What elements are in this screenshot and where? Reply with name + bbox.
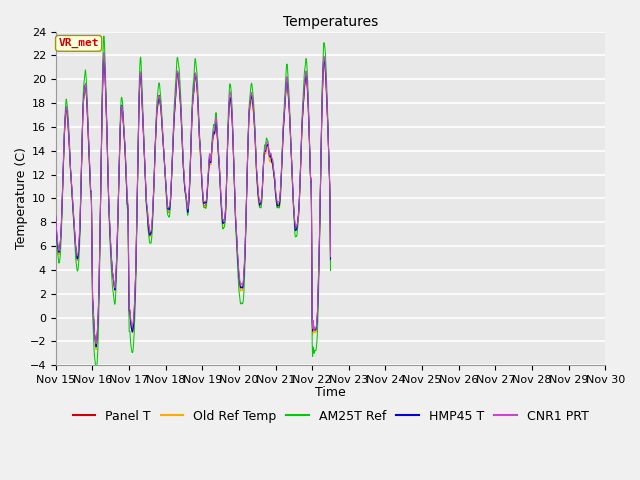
HMP45 T: [260, 149, 268, 155]
Line: HMP45 T: HMP45 T: [56, 59, 330, 347]
CNR1 PRT: [52, 212, 60, 218]
AM25T Ref: [326, 268, 334, 274]
AM25T Ref: [112, 288, 120, 294]
HMP45 T: [52, 213, 60, 219]
HMP45 T: [291, 226, 299, 231]
Panel T: [124, 202, 131, 207]
HMP45 T: [92, 344, 100, 349]
CNR1 PRT: [172, 95, 179, 100]
AM25T Ref: [324, 146, 332, 152]
Old Ref Temp: [324, 152, 332, 157]
Panel T: [324, 148, 332, 154]
HMP45 T: [100, 56, 108, 61]
AM25T Ref: [100, 33, 108, 39]
Line: AM25T Ref: AM25T Ref: [56, 36, 330, 372]
Panel T: [112, 275, 120, 280]
Line: Old Ref Temp: Old Ref Temp: [56, 56, 330, 349]
X-axis label: Time: Time: [315, 386, 346, 399]
Panel T: [291, 224, 299, 229]
Legend: Panel T, Old Ref Temp, AM25T Ref, HMP45 T, CNR1 PRT: Panel T, Old Ref Temp, AM25T Ref, HMP45 …: [68, 405, 593, 428]
Old Ref Temp: [326, 259, 334, 264]
CNR1 PRT: [324, 149, 332, 155]
Old Ref Temp: [52, 215, 60, 220]
AM25T Ref: [291, 232, 299, 238]
HMP45 T: [324, 148, 332, 154]
Title: Temperatures: Temperatures: [283, 15, 378, 29]
AM25T Ref: [52, 220, 60, 226]
CNR1 PRT: [326, 254, 334, 260]
Old Ref Temp: [172, 98, 179, 104]
Panel T: [52, 212, 60, 217]
Old Ref Temp: [112, 277, 120, 283]
HMP45 T: [124, 201, 131, 207]
Y-axis label: Temperature (C): Temperature (C): [15, 147, 28, 249]
CNR1 PRT: [112, 274, 120, 279]
CNR1 PRT: [260, 147, 268, 153]
Line: Panel T: Panel T: [56, 56, 330, 347]
Panel T: [260, 151, 268, 156]
Old Ref Temp: [92, 347, 100, 352]
HMP45 T: [112, 276, 120, 282]
Panel T: [172, 98, 179, 104]
HMP45 T: [326, 256, 334, 262]
Old Ref Temp: [291, 224, 299, 230]
Panel T: [100, 53, 108, 59]
Old Ref Temp: [260, 150, 268, 156]
CNR1 PRT: [92, 341, 100, 347]
CNR1 PRT: [124, 197, 131, 203]
CNR1 PRT: [100, 50, 108, 56]
HMP45 T: [172, 98, 179, 104]
AM25T Ref: [172, 85, 179, 91]
Panel T: [326, 254, 334, 260]
Text: VR_met: VR_met: [58, 38, 99, 48]
CNR1 PRT: [291, 220, 299, 226]
Old Ref Temp: [124, 203, 131, 209]
Old Ref Temp: [100, 53, 108, 59]
Panel T: [92, 344, 100, 350]
AM25T Ref: [124, 205, 131, 211]
AM25T Ref: [260, 144, 268, 149]
Line: CNR1 PRT: CNR1 PRT: [56, 53, 330, 344]
AM25T Ref: [92, 369, 100, 375]
